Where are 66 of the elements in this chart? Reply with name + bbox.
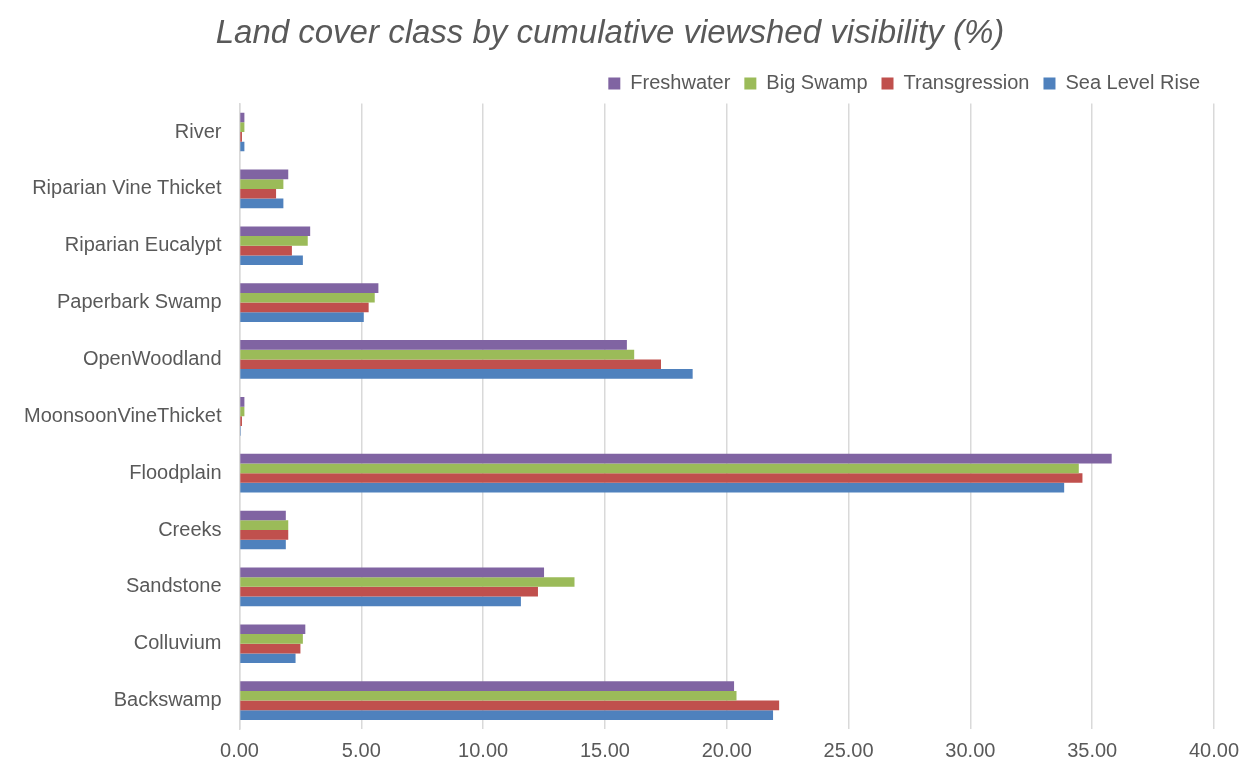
bar — [240, 681, 735, 691]
y-tick-label: OpenWoodland — [82, 346, 222, 369]
bar — [240, 188, 277, 199]
bar — [240, 586, 538, 597]
y-tick-label: Backswamp — [113, 688, 222, 711]
x-tick-label: 35.00 — [1067, 738, 1118, 761]
bar — [240, 169, 289, 180]
bar — [240, 349, 635, 360]
bar — [240, 226, 311, 237]
bar — [240, 520, 289, 531]
bar — [240, 369, 693, 379]
bar — [240, 283, 379, 293]
x-tick-label: 10.00 — [458, 738, 509, 761]
bar — [240, 406, 245, 417]
bar — [240, 312, 364, 322]
y-tick-label: Paperbark Swamp — [57, 290, 222, 313]
bar — [240, 700, 780, 711]
x-tick-label: 25.00 — [823, 738, 874, 761]
bar — [240, 340, 627, 350]
bar — [240, 473, 1083, 483]
bar — [240, 292, 375, 303]
bar — [240, 596, 521, 607]
bar — [240, 179, 284, 189]
bar — [240, 255, 303, 266]
x-tick-label: 15.00 — [579, 738, 630, 761]
y-tick-label: Riparian Eucalypt — [64, 233, 222, 256]
x-tick-label: 5.00 — [341, 738, 381, 761]
bar — [240, 245, 292, 256]
legend-label: Freshwater — [630, 71, 731, 94]
bar — [240, 359, 661, 370]
y-tick-label: MoonsoonVineThicket — [24, 403, 222, 426]
bar — [240, 624, 306, 635]
bar — [240, 112, 245, 123]
y-tick-label: Sandstone — [125, 574, 222, 597]
x-tick-label: 0.00 — [220, 738, 259, 761]
chart-title: Land cover class by cumulative viewshed visibility (%) — [215, 12, 1005, 50]
bar — [240, 396, 245, 407]
bar — [240, 463, 1079, 474]
y-tick-label: Floodplain — [129, 460, 222, 483]
x-tick-label: 40.00 — [1188, 738, 1240, 761]
bar — [240, 634, 303, 644]
bar — [240, 198, 284, 209]
legend-label: Transgression — [903, 71, 1030, 94]
bar — [240, 482, 1065, 493]
legend-label: Big Swamp — [766, 71, 868, 94]
bar — [240, 643, 301, 654]
x-tick-label: 20.00 — [701, 738, 752, 761]
bar — [240, 302, 369, 313]
bar — [240, 567, 545, 578]
y-tick-label: River — [174, 119, 222, 142]
legend-label: Sea Level Rise — [1065, 71, 1201, 94]
bar — [240, 653, 296, 664]
bar — [240, 710, 774, 720]
y-tick-label: Colluvium — [133, 631, 222, 654]
y-tick-label: Creeks — [158, 517, 222, 540]
bar — [240, 236, 308, 246]
bar — [240, 141, 245, 152]
bar — [240, 510, 286, 521]
bar — [240, 530, 289, 540]
bar — [240, 453, 1112, 464]
bar — [240, 122, 245, 133]
y-tick-label: Riparian Vine Thicket — [32, 176, 222, 199]
x-tick-label: 30.00 — [945, 738, 996, 761]
bar — [240, 539, 286, 550]
bar — [240, 577, 575, 587]
bar — [240, 690, 737, 701]
